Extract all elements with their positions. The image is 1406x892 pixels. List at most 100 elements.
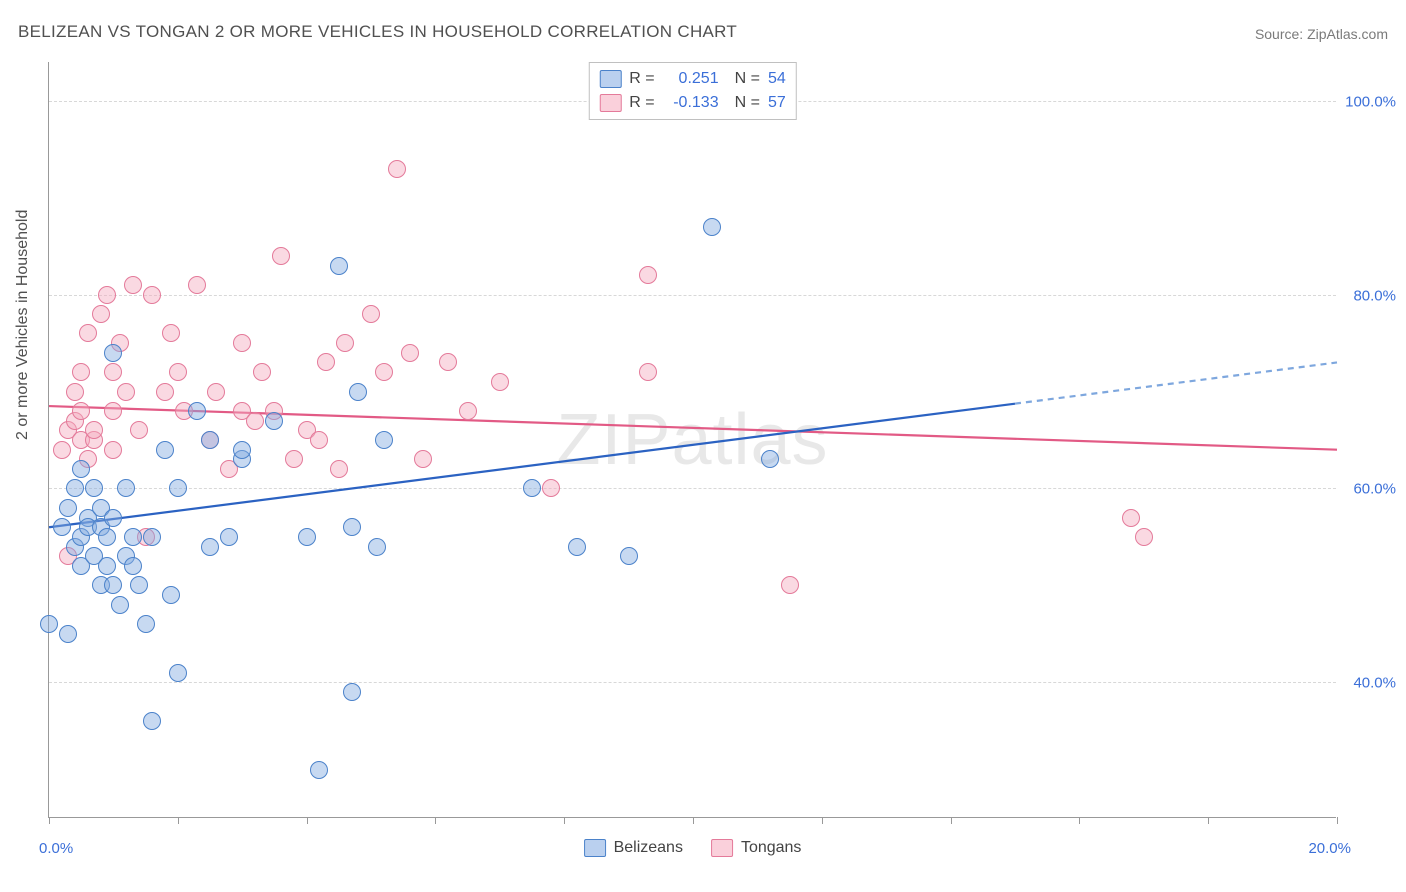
data-point-blue	[343, 683, 361, 701]
data-point-pink	[98, 286, 116, 304]
data-point-pink	[401, 344, 419, 362]
x-tick	[564, 817, 565, 824]
legend-item-blue: Belizeans	[584, 839, 683, 857]
data-point-blue	[98, 557, 116, 575]
data-point-pink	[104, 363, 122, 381]
legend-series: Belizeans Tongans	[584, 839, 802, 857]
r-label-pink: R =	[629, 91, 654, 115]
data-point-blue	[233, 441, 251, 459]
legend-label-pink: Tongans	[741, 839, 802, 857]
swatch-pink-bottom	[711, 839, 733, 857]
data-point-blue	[220, 528, 238, 546]
data-point-blue	[703, 218, 721, 236]
data-point-pink	[414, 450, 432, 468]
data-point-pink	[1122, 509, 1140, 527]
x-tick	[1337, 817, 1338, 824]
data-point-blue	[143, 528, 161, 546]
data-point-blue	[85, 479, 103, 497]
data-point-blue	[162, 586, 180, 604]
swatch-pink	[599, 94, 621, 112]
data-point-pink	[781, 576, 799, 594]
data-point-blue	[298, 528, 316, 546]
data-point-blue	[143, 712, 161, 730]
trend-line	[1015, 362, 1337, 403]
data-point-blue	[130, 576, 148, 594]
data-point-pink	[79, 324, 97, 342]
legend-stats-row-pink: R = -0.133 N = 57	[599, 91, 785, 115]
data-point-blue	[343, 518, 361, 536]
data-point-pink	[104, 441, 122, 459]
data-point-pink	[207, 383, 225, 401]
data-point-blue	[368, 538, 386, 556]
legend-item-pink: Tongans	[711, 839, 802, 857]
y-tick-label: 40.0%	[1341, 675, 1396, 692]
data-point-blue	[98, 528, 116, 546]
data-point-blue	[349, 383, 367, 401]
data-point-blue	[53, 518, 71, 536]
x-tick	[693, 817, 694, 824]
data-point-blue	[330, 257, 348, 275]
data-point-blue	[523, 479, 541, 497]
data-point-pink	[92, 305, 110, 323]
data-point-blue	[104, 509, 122, 527]
data-point-pink	[253, 363, 271, 381]
r-label-blue: R =	[629, 67, 654, 91]
r-value-blue: 0.251	[663, 67, 719, 91]
data-point-blue	[310, 761, 328, 779]
y-tick-label: 60.0%	[1341, 481, 1396, 498]
data-point-blue	[761, 450, 779, 468]
data-point-blue	[201, 431, 219, 449]
data-point-pink	[233, 334, 251, 352]
data-point-pink	[439, 353, 457, 371]
data-point-pink	[188, 276, 206, 294]
x-max-label: 20.0%	[1308, 840, 1351, 857]
x-min-label: 0.0%	[39, 840, 73, 857]
data-point-pink	[375, 363, 393, 381]
data-point-pink	[317, 353, 335, 371]
n-value-pink: 57	[768, 91, 786, 115]
data-point-pink	[542, 479, 560, 497]
legend-stats-row-blue: R = 0.251 N = 54	[599, 67, 785, 91]
x-tick	[435, 817, 436, 824]
data-point-blue	[104, 576, 122, 594]
data-point-blue	[124, 557, 142, 575]
data-point-pink	[162, 324, 180, 342]
legend-stats: R = 0.251 N = 54 R = -0.133 N = 57	[588, 62, 796, 120]
data-point-pink	[491, 373, 509, 391]
n-label-blue: N =	[735, 67, 760, 91]
data-point-pink	[143, 286, 161, 304]
r-value-pink: -0.133	[663, 91, 719, 115]
data-point-pink	[639, 363, 657, 381]
data-point-pink	[117, 383, 135, 401]
data-point-blue	[111, 596, 129, 614]
data-point-blue	[169, 479, 187, 497]
x-tick	[951, 817, 952, 824]
y-axis-label: 2 or more Vehicles in Household	[14, 210, 32, 440]
x-tick	[49, 817, 50, 824]
data-point-blue	[72, 460, 90, 478]
data-point-pink	[310, 431, 328, 449]
data-point-blue	[59, 499, 77, 517]
data-point-blue	[156, 441, 174, 459]
data-point-pink	[246, 412, 264, 430]
data-point-blue	[201, 538, 219, 556]
data-point-pink	[388, 160, 406, 178]
y-tick-label: 100.0%	[1341, 93, 1396, 110]
legend-label-blue: Belizeans	[614, 839, 683, 857]
x-tick	[1079, 817, 1080, 824]
x-tick	[1208, 817, 1209, 824]
data-point-pink	[72, 402, 90, 420]
swatch-blue-bottom	[584, 839, 606, 857]
data-point-pink	[639, 266, 657, 284]
data-point-pink	[362, 305, 380, 323]
data-point-blue	[188, 402, 206, 420]
data-point-pink	[130, 421, 148, 439]
n-label-pink: N =	[735, 91, 760, 115]
data-point-pink	[124, 276, 142, 294]
data-point-pink	[156, 383, 174, 401]
chart-title: BELIZEAN VS TONGAN 2 OR MORE VEHICLES IN…	[18, 22, 737, 42]
data-point-pink	[459, 402, 477, 420]
data-point-blue	[169, 664, 187, 682]
x-tick	[822, 817, 823, 824]
data-point-pink	[104, 402, 122, 420]
